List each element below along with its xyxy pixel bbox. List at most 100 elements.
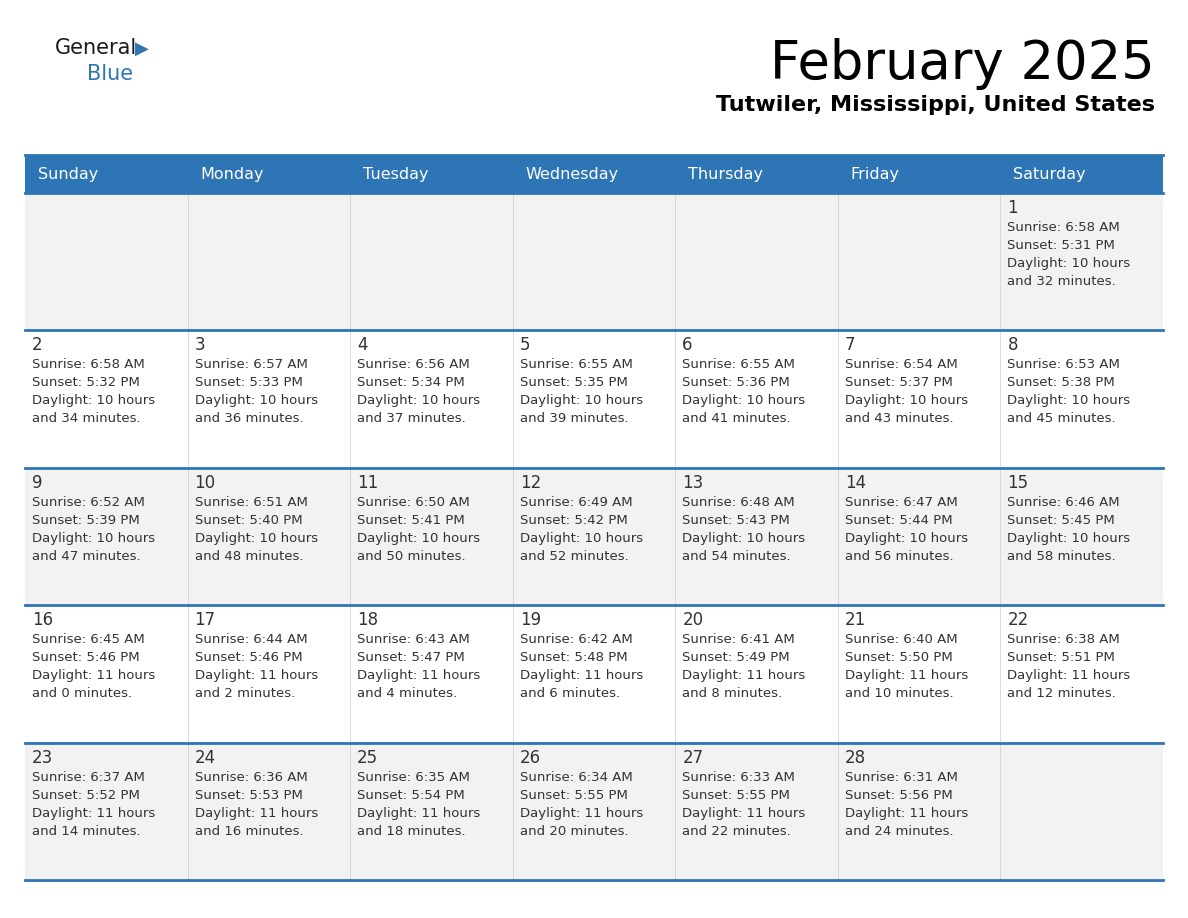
- Text: 19: 19: [519, 611, 541, 629]
- Text: Daylight: 10 hours: Daylight: 10 hours: [519, 395, 643, 408]
- Text: Sunset: 5:54 PM: Sunset: 5:54 PM: [358, 789, 465, 801]
- Text: Sunset: 5:42 PM: Sunset: 5:42 PM: [519, 514, 627, 527]
- Text: Sunrise: 6:46 AM: Sunrise: 6:46 AM: [1007, 496, 1120, 509]
- Text: Sunset: 5:50 PM: Sunset: 5:50 PM: [845, 651, 953, 665]
- Text: Sunrise: 6:57 AM: Sunrise: 6:57 AM: [195, 358, 308, 372]
- Text: Daylight: 10 hours: Daylight: 10 hours: [32, 532, 156, 544]
- Text: Tuesday: Tuesday: [364, 166, 429, 182]
- Text: 17: 17: [195, 611, 216, 629]
- Text: and 8 minutes.: and 8 minutes.: [682, 688, 783, 700]
- Text: Thursday: Thursday: [688, 166, 764, 182]
- Text: Daylight: 11 hours: Daylight: 11 hours: [682, 669, 805, 682]
- Text: and 10 minutes.: and 10 minutes.: [845, 688, 954, 700]
- Text: and 36 minutes.: and 36 minutes.: [195, 412, 303, 425]
- Text: 18: 18: [358, 611, 378, 629]
- Text: and 34 minutes.: and 34 minutes.: [32, 412, 140, 425]
- Text: 23: 23: [32, 748, 53, 767]
- Text: and 54 minutes.: and 54 minutes.: [682, 550, 791, 563]
- Text: Daylight: 11 hours: Daylight: 11 hours: [1007, 669, 1131, 682]
- Text: Sunset: 5:53 PM: Sunset: 5:53 PM: [195, 789, 303, 801]
- Text: Daylight: 10 hours: Daylight: 10 hours: [682, 395, 805, 408]
- Text: Wednesday: Wednesday: [526, 166, 619, 182]
- Text: Daylight: 11 hours: Daylight: 11 hours: [195, 807, 318, 820]
- Text: and 16 minutes.: and 16 minutes.: [195, 824, 303, 837]
- Text: Daylight: 11 hours: Daylight: 11 hours: [519, 807, 643, 820]
- Text: Sunset: 5:56 PM: Sunset: 5:56 PM: [845, 789, 953, 801]
- Bar: [1000, 155, 1163, 193]
- Text: Daylight: 10 hours: Daylight: 10 hours: [519, 532, 643, 544]
- Text: and 58 minutes.: and 58 minutes.: [1007, 550, 1116, 563]
- Text: Sunrise: 6:48 AM: Sunrise: 6:48 AM: [682, 496, 795, 509]
- Text: Sunrise: 6:53 AM: Sunrise: 6:53 AM: [1007, 358, 1120, 372]
- Text: Friday: Friday: [851, 166, 899, 182]
- Text: Sunset: 5:46 PM: Sunset: 5:46 PM: [32, 651, 140, 665]
- Text: and 47 minutes.: and 47 minutes.: [32, 550, 140, 563]
- Text: 10: 10: [195, 474, 216, 492]
- Text: Daylight: 10 hours: Daylight: 10 hours: [195, 532, 317, 544]
- Bar: [25, 330, 1163, 468]
- Bar: [838, 155, 1000, 193]
- Text: 1: 1: [1007, 199, 1018, 217]
- Text: Sunrise: 6:35 AM: Sunrise: 6:35 AM: [358, 770, 470, 784]
- Text: and 41 minutes.: and 41 minutes.: [682, 412, 791, 425]
- Text: Daylight: 11 hours: Daylight: 11 hours: [682, 807, 805, 820]
- Text: Sunset: 5:48 PM: Sunset: 5:48 PM: [519, 651, 627, 665]
- Text: Sunset: 5:52 PM: Sunset: 5:52 PM: [32, 789, 140, 801]
- Text: Sunset: 5:38 PM: Sunset: 5:38 PM: [1007, 376, 1116, 389]
- Text: Daylight: 10 hours: Daylight: 10 hours: [358, 395, 480, 408]
- Text: 8: 8: [1007, 336, 1018, 354]
- Text: Daylight: 10 hours: Daylight: 10 hours: [1007, 257, 1131, 270]
- Text: 4: 4: [358, 336, 367, 354]
- Text: Sunrise: 6:38 AM: Sunrise: 6:38 AM: [1007, 633, 1120, 646]
- Text: 2: 2: [32, 336, 43, 354]
- Text: Sunrise: 6:43 AM: Sunrise: 6:43 AM: [358, 633, 470, 646]
- Bar: [188, 155, 350, 193]
- Text: Daylight: 10 hours: Daylight: 10 hours: [1007, 395, 1131, 408]
- Text: 20: 20: [682, 611, 703, 629]
- Text: 24: 24: [195, 748, 216, 767]
- Text: 27: 27: [682, 748, 703, 767]
- Text: and 6 minutes.: and 6 minutes.: [519, 688, 620, 700]
- Text: and 2 minutes.: and 2 minutes.: [195, 688, 295, 700]
- Text: Sunrise: 6:33 AM: Sunrise: 6:33 AM: [682, 770, 795, 784]
- Bar: [25, 193, 1163, 330]
- Text: Sunrise: 6:44 AM: Sunrise: 6:44 AM: [195, 633, 308, 646]
- Text: 14: 14: [845, 474, 866, 492]
- Text: and 50 minutes.: and 50 minutes.: [358, 550, 466, 563]
- Bar: [350, 155, 513, 193]
- Text: ▶: ▶: [135, 40, 148, 58]
- Text: Sunrise: 6:52 AM: Sunrise: 6:52 AM: [32, 496, 145, 509]
- Text: 21: 21: [845, 611, 866, 629]
- Text: 16: 16: [32, 611, 53, 629]
- Text: Saturday: Saturday: [1013, 166, 1086, 182]
- Text: Sunset: 5:35 PM: Sunset: 5:35 PM: [519, 376, 627, 389]
- Text: Sunrise: 6:49 AM: Sunrise: 6:49 AM: [519, 496, 632, 509]
- Text: Daylight: 11 hours: Daylight: 11 hours: [845, 669, 968, 682]
- Text: 3: 3: [195, 336, 206, 354]
- Text: Sunset: 5:55 PM: Sunset: 5:55 PM: [519, 789, 627, 801]
- Text: Sunrise: 6:55 AM: Sunrise: 6:55 AM: [682, 358, 795, 372]
- Text: Daylight: 10 hours: Daylight: 10 hours: [358, 532, 480, 544]
- Text: Sunset: 5:32 PM: Sunset: 5:32 PM: [32, 376, 140, 389]
- Text: and 22 minutes.: and 22 minutes.: [682, 824, 791, 837]
- Text: 28: 28: [845, 748, 866, 767]
- Text: Sunrise: 6:50 AM: Sunrise: 6:50 AM: [358, 496, 470, 509]
- Text: Sunset: 5:34 PM: Sunset: 5:34 PM: [358, 376, 465, 389]
- Bar: [675, 155, 838, 193]
- Text: Sunset: 5:45 PM: Sunset: 5:45 PM: [1007, 514, 1116, 527]
- Bar: [25, 468, 1163, 605]
- Text: 9: 9: [32, 474, 43, 492]
- Text: and 43 minutes.: and 43 minutes.: [845, 412, 954, 425]
- Text: Sunset: 5:46 PM: Sunset: 5:46 PM: [195, 651, 302, 665]
- Text: Daylight: 11 hours: Daylight: 11 hours: [845, 807, 968, 820]
- Text: Sunrise: 6:58 AM: Sunrise: 6:58 AM: [32, 358, 145, 372]
- Text: February 2025: February 2025: [770, 38, 1155, 90]
- Text: Sunset: 5:47 PM: Sunset: 5:47 PM: [358, 651, 465, 665]
- Text: Daylight: 11 hours: Daylight: 11 hours: [32, 669, 156, 682]
- Text: Sunrise: 6:37 AM: Sunrise: 6:37 AM: [32, 770, 145, 784]
- Text: Sunset: 5:36 PM: Sunset: 5:36 PM: [682, 376, 790, 389]
- Text: and 18 minutes.: and 18 minutes.: [358, 824, 466, 837]
- Text: Sunset: 5:51 PM: Sunset: 5:51 PM: [1007, 651, 1116, 665]
- Text: Daylight: 10 hours: Daylight: 10 hours: [32, 395, 156, 408]
- Text: Sunset: 5:44 PM: Sunset: 5:44 PM: [845, 514, 953, 527]
